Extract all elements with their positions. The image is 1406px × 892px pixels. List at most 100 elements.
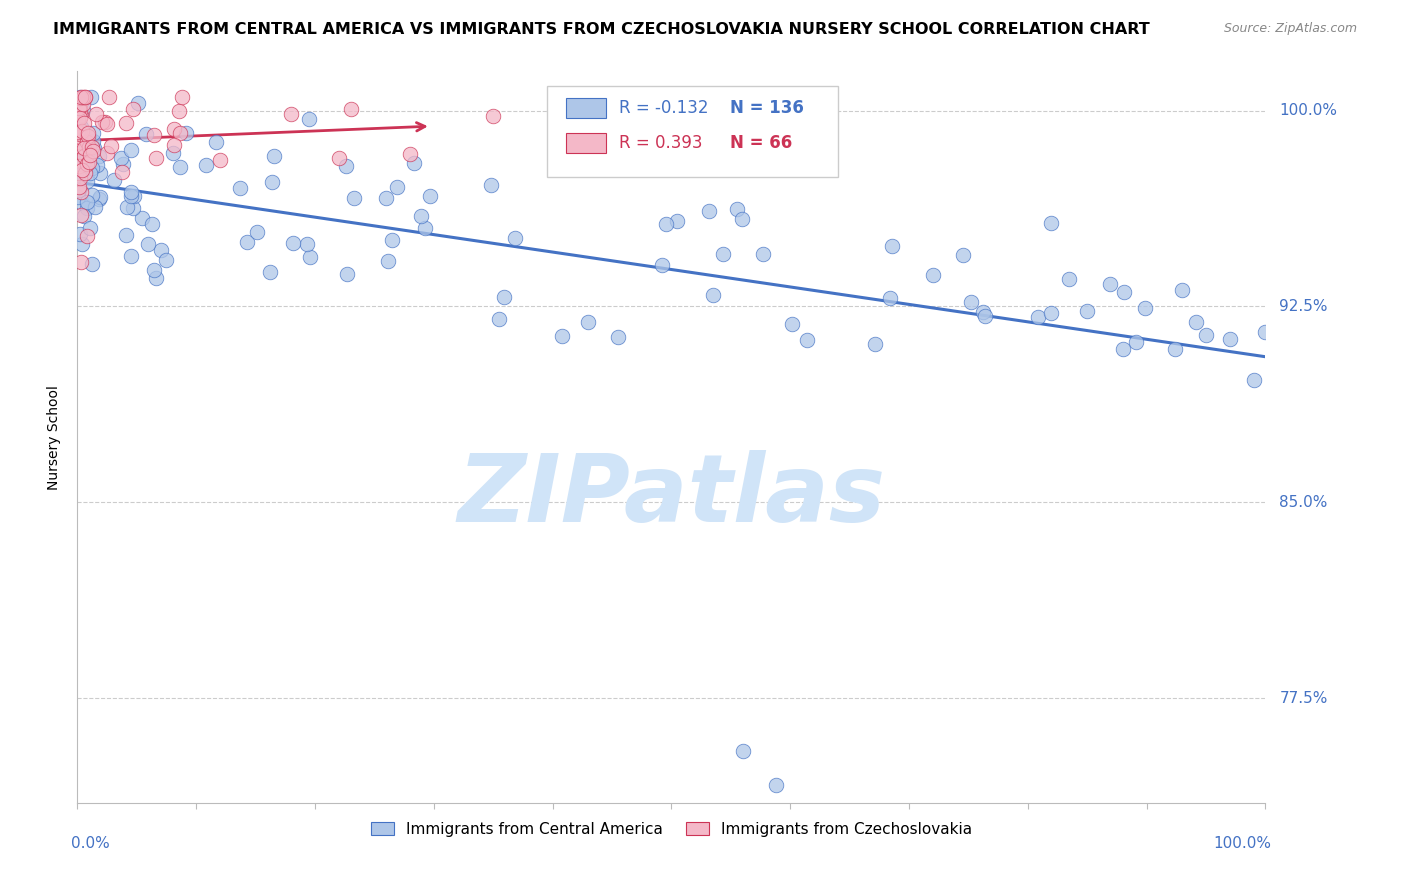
Point [280,106,302,120]
Point [69,101,91,115]
Point [651,258,673,272]
Point [163,138,186,153]
Point [115,228,138,243]
Point [67,183,90,197]
Point [70,237,93,252]
Point [69,104,91,119]
Text: Source: ZipAtlas.com: Source: ZipAtlas.com [1223,22,1357,36]
Point [399,147,422,161]
Point [82,144,104,158]
Point [863,337,886,351]
Point [880,239,903,253]
Point [205,135,228,149]
Point [1184,314,1206,328]
Point [112,157,135,171]
Point [72,97,94,112]
Point [83,141,105,155]
Point [70,208,93,222]
Point [121,143,143,157]
Point [972,305,994,319]
Point [69,161,91,176]
Point [163,121,186,136]
Point [77,139,100,153]
Point [72,103,94,117]
Point [142,263,165,277]
Point [413,220,436,235]
Point [73,90,96,104]
Point [127,96,149,111]
Point [1099,277,1122,292]
Point [551,329,574,343]
Point [120,185,142,199]
Point [117,200,139,214]
Point [73,149,96,163]
Point [402,156,425,170]
Point [145,271,167,285]
Text: N = 136: N = 136 [730,99,803,117]
Point [749,161,772,176]
Point [974,310,997,324]
Point [335,160,357,174]
Point [1076,304,1098,318]
Point [98,90,121,104]
Point [162,145,184,160]
Point [488,311,510,326]
Point [1112,342,1135,356]
Point [84,107,107,121]
Point [246,225,269,239]
Point [1026,310,1049,324]
Point [80,90,103,104]
Point [80,257,103,271]
Point [69,155,91,169]
Point [236,235,259,249]
Point [66,190,89,204]
Point [100,139,122,153]
Point [143,128,166,142]
Point [72,163,94,178]
Point [121,102,143,116]
Point [67,153,90,168]
Point [70,124,93,138]
Point [96,117,118,131]
Point [70,108,93,122]
Point [879,291,901,305]
Point [167,104,190,119]
Point [711,247,734,261]
Point [731,212,754,227]
Point [295,237,318,252]
Point [77,128,100,143]
Point [103,173,125,187]
Point [503,231,526,245]
Point [67,136,90,150]
Point [155,252,177,267]
Point [110,151,132,165]
Point [1039,306,1062,320]
Point [381,233,404,247]
Text: R = -0.132: R = -0.132 [619,99,709,117]
Point [1243,373,1265,387]
Point [80,140,103,154]
Point [1114,285,1136,299]
Point [136,236,159,251]
Point [1195,328,1218,343]
Point [67,160,90,174]
Point [169,160,191,174]
Point [89,149,111,163]
Point [665,213,688,227]
FancyBboxPatch shape [565,98,606,118]
Point [89,190,111,204]
Point [66,161,89,175]
Text: IMMIGRANTS FROM CENTRAL AMERICA VS IMMIGRANTS FROM CZECHOSLOVAKIA NURSERY SCHOOL: IMMIGRANTS FROM CENTRAL AMERICA VS IMMIG… [53,22,1150,37]
Text: 85.0%: 85.0% [1279,495,1327,510]
Point [69,90,91,104]
Point [479,178,502,193]
Point [86,158,108,172]
Point [283,235,305,250]
Point [66,112,89,127]
Point [70,255,93,269]
Point [482,109,505,123]
Text: R = 0.393: R = 0.393 [619,134,703,152]
Point [411,209,433,223]
Point [75,165,97,179]
Point [70,120,93,134]
